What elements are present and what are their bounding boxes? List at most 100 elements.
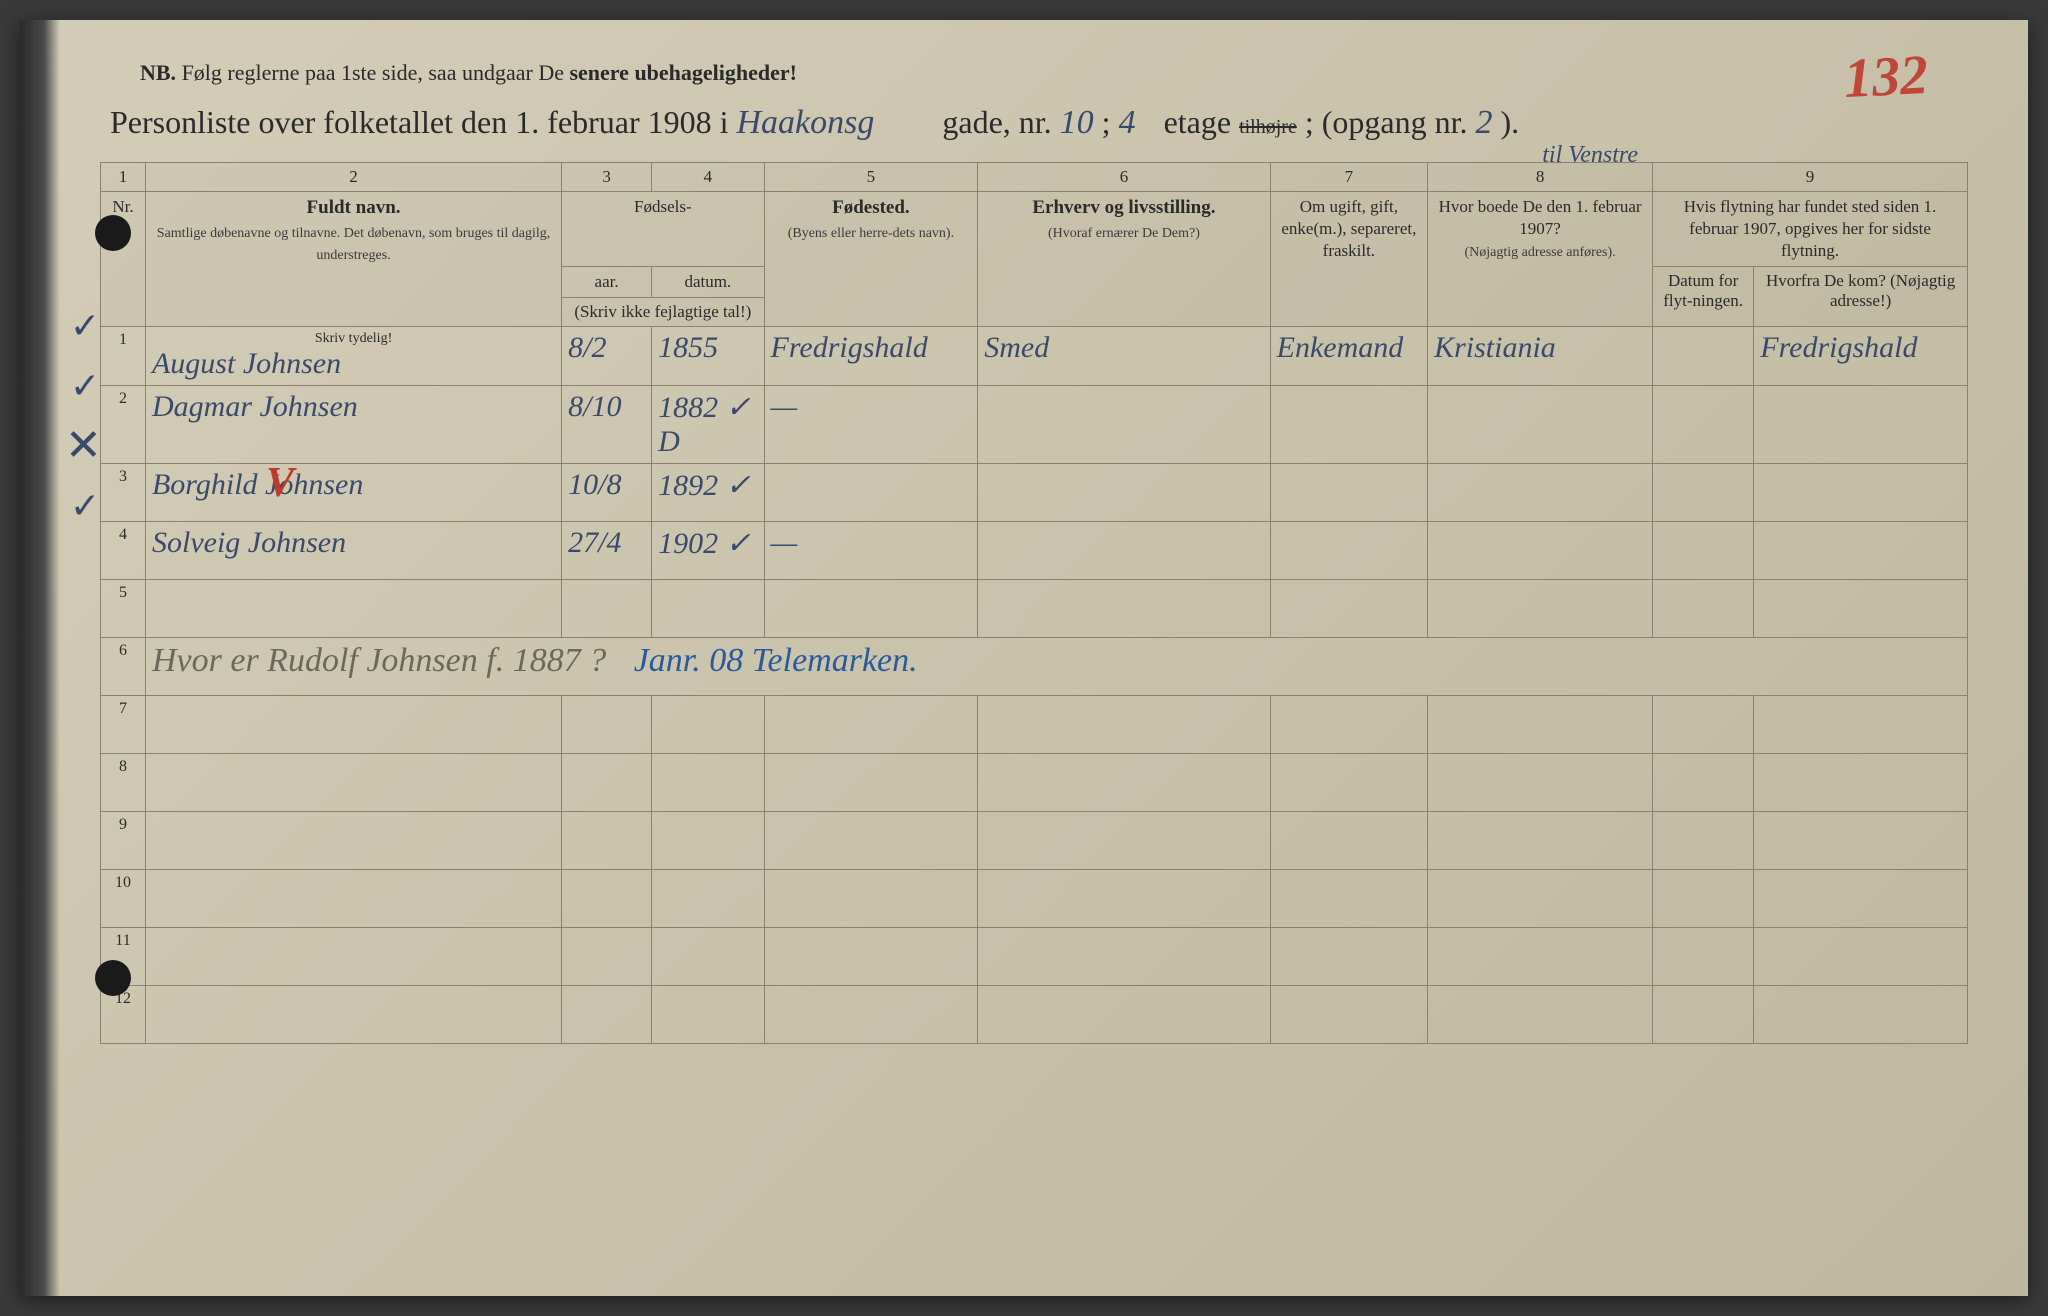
row-ugift	[1270, 386, 1427, 464]
header-ugift: Om ugift, gift, enke(m.), separeret, fra…	[1270, 192, 1427, 327]
row-fodested: —	[764, 522, 978, 580]
header-name: Fuldt navn. Samtlige døbenavne og tilnav…	[145, 192, 561, 327]
header-flytning: Hvis flytning har fundet sted siden 1. f…	[1653, 192, 1968, 267]
row-aar: 27/4	[562, 522, 652, 580]
colnum-3: 3	[562, 163, 652, 192]
row-aar: 8/2	[562, 327, 652, 386]
table-row: 4 Solveig Johnsen 27/4 1902 ✓ —	[101, 522, 1968, 580]
title-text-3: ;	[1102, 104, 1111, 141]
nb-middle: Følg reglerne paa 1ste side, saa undgaar…	[182, 60, 564, 85]
row-flyt-datum	[1653, 327, 1754, 386]
row-nr: 1	[101, 327, 146, 386]
table-row: 2 Dagmar Johnsen 8/10 1882 ✓ D —	[101, 386, 1968, 464]
colnum-2: 2	[145, 163, 561, 192]
house-number: 10	[1060, 104, 1094, 142]
row-name: Borghild Johnsen V	[145, 464, 561, 522]
skriv-tydelig-label: Skriv tydelig!	[152, 331, 555, 347]
row-nr: 10	[101, 870, 146, 928]
table-row-annotation: 6 Hvor er Rudolf Johnsen f. 1887 ? Janr.…	[101, 638, 1968, 696]
header-1907-main: Hvor boede De den 1. februar 1907?	[1439, 197, 1642, 238]
colnum-4: 4	[652, 163, 764, 192]
title-text-4: etage	[1164, 104, 1232, 141]
row-flyt-datum	[1653, 522, 1754, 580]
row-hvorfra	[1754, 464, 1968, 522]
side-handwritten: til Venstre	[1542, 142, 1638, 169]
nb-suffix: senere ubehageligheder!	[569, 60, 797, 85]
header-erhverv-sub: (Hvoraf ernærer De Dem?)	[1048, 226, 1200, 241]
header-1907-sub: (Nøjagtig adresse anføres).	[1464, 245, 1615, 260]
punch-hole-icon	[95, 960, 131, 996]
table-row: 1 Skriv tydelig! August Johnsen 8/2 1855…	[101, 327, 1968, 386]
row-erhverv	[978, 386, 1270, 464]
row-flyt-datum	[1653, 386, 1754, 464]
header-name-sub: Samtlige døbenavne og tilnavne. Det døbe…	[157, 226, 550, 263]
row-erhverv	[978, 464, 1270, 522]
header-fodested-bold: Fødested.	[832, 197, 910, 218]
header-fodested: Fødested. (Byens eller herre-dets navn).	[764, 192, 978, 327]
row-1907	[1428, 386, 1653, 464]
row-datum: 1882 ✓ D	[652, 386, 764, 464]
row-datum: 1855	[652, 327, 764, 386]
header-nr: Nr.	[101, 192, 146, 327]
row-fodested	[764, 464, 978, 522]
margin-check-icon: ✓	[70, 485, 100, 527]
title-text-2: gade, nr.	[942, 104, 1051, 141]
colnum-7: 7	[1270, 163, 1427, 192]
punch-hole-icon	[95, 215, 131, 251]
row-1907: Kristiania	[1428, 327, 1653, 386]
table-row: 3 Borghild Johnsen V 10/8 1892 ✓	[101, 464, 1968, 522]
census-table: 1 2 3 4 5 6 7 8 9 Nr. Fuldt navn. Samtli…	[100, 162, 1968, 1044]
row-fodested: —	[764, 386, 978, 464]
row-nr: 6	[101, 638, 146, 696]
header-erhverv-bold: Erhverv og livsstilling.	[1032, 197, 1215, 218]
header-erhverv: Erhverv og livsstilling. (Hvoraf ernærer…	[978, 192, 1270, 327]
table-row: 7	[101, 696, 1968, 754]
annotation-cell: Hvor er Rudolf Johnsen f. 1887 ? Janr. 0…	[145, 638, 1967, 696]
row-hvorfra: Fredrigshald	[1754, 327, 1968, 386]
row-aar: 10/8	[562, 464, 652, 522]
table-row: 9	[101, 812, 1968, 870]
header-hvorfra: Hvorfra De kom? (Nøjagtig adresse!)	[1754, 267, 1968, 327]
nb-notice: NB. Følg reglerne paa 1ste side, saa und…	[100, 60, 1968, 86]
census-document: 132 NB. Følg reglerne paa 1ste side, saa…	[20, 20, 2028, 1296]
pencil-annotation: Hvor er Rudolf Johnsen f. 1887 ?	[152, 642, 606, 679]
header-row-main: Nr. Fuldt navn. Samtlige døbenavne og ti…	[101, 192, 1968, 267]
floor-number: 4	[1119, 104, 1136, 142]
row-nr: 2	[101, 386, 146, 464]
row-datum: 1902 ✓	[652, 522, 764, 580]
row-nr: 7	[101, 696, 146, 754]
row-fodested: Fredrigshald	[764, 327, 978, 386]
header-aar: aar.	[562, 267, 652, 298]
table-row: 5	[101, 580, 1968, 638]
row-1907	[1428, 464, 1653, 522]
red-check-mark: V	[266, 459, 294, 507]
header-fodsels: Fødsels-	[562, 192, 764, 267]
row-ugift	[1270, 522, 1427, 580]
colnum-5: 5	[764, 163, 978, 192]
row-datum: 1892 ✓	[652, 464, 764, 522]
row-flyt-datum	[1653, 464, 1754, 522]
header-1907: Hvor boede De den 1. februar 1907? (Nøja…	[1428, 192, 1653, 327]
header-fodsels-sub: (Skriv ikke fejlagtige tal!)	[562, 298, 764, 327]
title-text-1: Personliste over folketallet den 1. febr…	[110, 104, 728, 141]
colnum-6: 6	[978, 163, 1270, 192]
row-nr: 8	[101, 754, 146, 812]
side-struck-1: tilhøjre	[1239, 116, 1297, 139]
entrance-number: 2	[1475, 104, 1492, 142]
row-nr: 9	[101, 812, 146, 870]
street-name: Haakonsg	[736, 104, 874, 142]
row-hvorfra	[1754, 522, 1968, 580]
page-number-handwritten: 132	[1842, 43, 1929, 111]
colnum-1: 1	[101, 163, 146, 192]
row-nr: 3	[101, 464, 146, 522]
row-name: Solveig Johnsen	[145, 522, 561, 580]
row-1907	[1428, 522, 1653, 580]
column-number-row: 1 2 3 4 5 6 7 8 9	[101, 163, 1968, 192]
margin-check-icon: ✓	[70, 305, 100, 347]
table-row: 12	[101, 986, 1968, 1044]
margin-check-icon: ✓	[70, 365, 100, 407]
table-body: 1 Skriv tydelig! August Johnsen 8/2 1855…	[101, 327, 1968, 1044]
header-flyt-datum: Datum for flyt-ningen.	[1653, 267, 1754, 327]
row-aar: 8/10	[562, 386, 652, 464]
title-line: Personliste over folketallet den 1. febr…	[100, 104, 1968, 142]
